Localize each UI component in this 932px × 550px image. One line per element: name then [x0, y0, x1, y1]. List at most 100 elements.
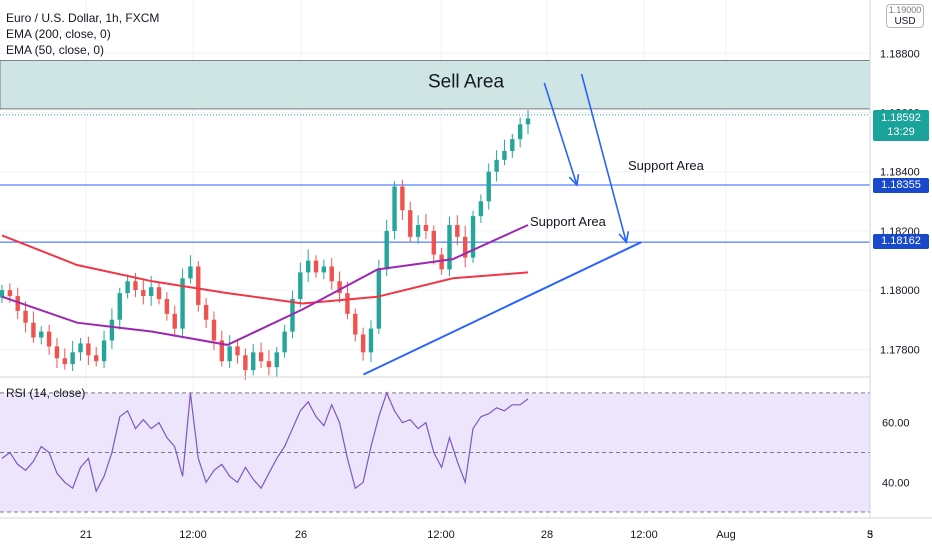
- candle-body: [337, 281, 342, 294]
- candle-body: [376, 269, 382, 329]
- current-price-tag: 1.18592 13:29: [873, 110, 929, 141]
- arrow-head-1: [568, 174, 580, 187]
- candle-body: [243, 355, 248, 371]
- candle-body: [188, 266, 193, 279]
- candle-body: [282, 331, 287, 353]
- candle-body: [54, 346, 60, 359]
- trendline: [363, 241, 642, 376]
- price-tick-label: 1.17800: [880, 344, 920, 356]
- current-price-value: 1.18592: [881, 112, 921, 124]
- candle-body: [431, 230, 436, 255]
- candle-body: [211, 319, 217, 341]
- time-tick-label: 12:00: [179, 529, 207, 541]
- candle-body: [274, 352, 279, 368]
- candle-body: [70, 352, 75, 365]
- candle-body: [62, 358, 68, 365]
- candle-body: [109, 319, 115, 341]
- level-tag-1: 1.18355: [873, 178, 929, 193]
- candle-body: [172, 313, 177, 329]
- ema200-legend[interactable]: EMA (200, close, 0): [6, 27, 111, 41]
- time-tick-label: 12:00: [630, 529, 658, 541]
- candle-body: [298, 272, 303, 300]
- candle-body: [478, 201, 484, 217]
- candle-body: [408, 210, 413, 237]
- currency-price-label: 1.19000: [888, 5, 922, 15]
- time-tick-label: 12:00: [427, 529, 455, 541]
- price-tick-label: 1.18400: [880, 167, 920, 179]
- candle-body: [525, 118, 531, 125]
- candle-body: [78, 343, 83, 353]
- candle-body: [517, 124, 523, 140]
- time-tick-label: 5: [867, 529, 873, 541]
- support-area-label-1: Support Area: [530, 214, 607, 229]
- candle-body: [462, 236, 468, 258]
- candle-body: [235, 346, 240, 356]
- candle-body: [31, 322, 36, 338]
- candle-body: [400, 186, 405, 211]
- candle-body: [360, 334, 366, 353]
- candle-body: [203, 304, 209, 320]
- candle-body: [345, 293, 350, 314]
- candle-body: [117, 293, 122, 320]
- candle-body: [368, 328, 374, 353]
- arrow-line-2: [580, 73, 628, 243]
- candle-body: [156, 287, 162, 300]
- candle-body: [227, 346, 232, 362]
- candle-body: [266, 361, 272, 368]
- candle-body: [502, 150, 507, 160]
- candle-body: [180, 278, 185, 329]
- candle-body: [148, 287, 154, 297]
- candle-body: [455, 225, 460, 237]
- legend: Euro / U.S. Dollar, 1h, FXCM EMA (200, c…: [6, 10, 159, 58]
- time-tick-label: Aug: [716, 529, 736, 541]
- level-tag-2: 1.18162: [873, 234, 929, 249]
- currency-button[interactable]: 1.19000 USD: [886, 4, 924, 28]
- candle-body: [313, 260, 319, 273]
- time-tick-label: 3: [867, 529, 873, 541]
- candle-body: [447, 225, 452, 270]
- candle-body: [7, 290, 13, 297]
- sell-area-zone: [0, 60, 871, 110]
- candle-body: [251, 352, 256, 371]
- ema50-legend[interactable]: EMA (50, close, 0): [6, 43, 105, 57]
- rsi-line: [1, 391, 529, 493]
- candle-body: [423, 225, 429, 231]
- sell-area-label: Sell Area: [428, 72, 504, 93]
- candle-body: [415, 225, 421, 237]
- rsi-tick-label: 60.00: [882, 418, 910, 430]
- candle-body: [94, 355, 99, 362]
- candle-body: [86, 343, 91, 356]
- countdown-value: 13:29: [887, 126, 915, 138]
- candle-body: [15, 296, 20, 311]
- price-tick-label: 1.18000: [880, 285, 920, 297]
- currency-label: USD: [894, 16, 916, 27]
- candle-body: [439, 254, 444, 270]
- candle-body: [470, 216, 476, 258]
- ema50-line: [1, 224, 529, 346]
- ema200-line: [1, 234, 529, 305]
- time-tick-label: 28: [541, 529, 553, 541]
- candle-body: [392, 186, 397, 231]
- candle-body: [0, 290, 5, 298]
- candle-body: [486, 171, 491, 202]
- candle-body: [494, 159, 499, 172]
- candle-body: [384, 230, 389, 270]
- arrow-line-1: [543, 82, 578, 186]
- arrow-head-2: [618, 231, 630, 244]
- candle-body: [101, 340, 107, 362]
- rsi-legend[interactable]: RSI (14, close): [6, 386, 86, 400]
- time-tick-label: 21: [80, 529, 92, 541]
- candle-body: [290, 299, 295, 332]
- candle-body: [39, 331, 44, 338]
- symbol-title[interactable]: Euro / U.S. Dollar, 1h, FXCM: [6, 11, 160, 25]
- candle-body: [258, 352, 264, 362]
- candle-body: [510, 139, 515, 151]
- support-area-label-2: Support Area: [628, 158, 705, 173]
- candle-body: [305, 260, 311, 273]
- candle-body: [321, 266, 327, 273]
- candle-body: [196, 266, 201, 305]
- candle-body: [329, 266, 334, 282]
- time-tick-label: 26: [295, 529, 307, 541]
- candle-body: [133, 281, 138, 291]
